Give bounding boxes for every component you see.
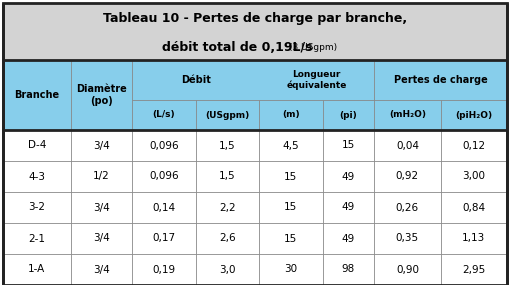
Text: 2,6: 2,6 xyxy=(219,233,235,243)
Text: 1,5: 1,5 xyxy=(219,172,235,182)
Text: 15: 15 xyxy=(284,203,297,213)
Text: 3/4: 3/4 xyxy=(93,233,109,243)
Bar xyxy=(3,3,506,60)
Text: 0,096: 0,096 xyxy=(149,141,179,150)
Text: 0,92: 0,92 xyxy=(395,172,418,182)
Text: (3 USgpm): (3 USgpm) xyxy=(289,43,336,52)
Text: (pi): (pi) xyxy=(339,111,357,119)
Text: 0,12: 0,12 xyxy=(461,141,485,150)
Text: 3-2: 3-2 xyxy=(28,203,45,213)
Text: 4-3: 4-3 xyxy=(28,172,45,182)
Text: 15: 15 xyxy=(284,233,297,243)
Text: 0,90: 0,90 xyxy=(395,264,418,274)
Bar xyxy=(3,223,506,254)
Text: Tableau 10 - Pertes de charge par branche,: Tableau 10 - Pertes de charge par branch… xyxy=(103,12,406,25)
Text: 3/4: 3/4 xyxy=(93,203,109,213)
Text: 49: 49 xyxy=(341,203,354,213)
Text: 30: 30 xyxy=(284,264,297,274)
Text: (USgpm): (USgpm) xyxy=(205,111,249,119)
Text: Longueur
équivalente: Longueur équivalente xyxy=(286,70,346,90)
Text: (L/s): (L/s) xyxy=(152,111,175,119)
Text: 2,95: 2,95 xyxy=(461,264,485,274)
Text: 15: 15 xyxy=(341,141,354,150)
Text: 1-A: 1-A xyxy=(28,264,45,274)
Text: 98: 98 xyxy=(341,264,354,274)
Text: 1,13: 1,13 xyxy=(461,233,485,243)
Text: 0,04: 0,04 xyxy=(395,141,418,150)
Text: 4,5: 4,5 xyxy=(282,141,299,150)
Text: D-4: D-4 xyxy=(27,141,46,150)
Text: 0,14: 0,14 xyxy=(152,203,175,213)
Bar xyxy=(3,192,506,223)
Text: 0,17: 0,17 xyxy=(152,233,175,243)
Text: Branche: Branche xyxy=(14,90,59,100)
Text: (piH₂O): (piH₂O) xyxy=(455,111,491,119)
Bar xyxy=(3,161,506,192)
Bar xyxy=(3,60,506,130)
Text: 0,19: 0,19 xyxy=(152,264,175,274)
Text: 0,26: 0,26 xyxy=(395,203,418,213)
Text: 2-1: 2-1 xyxy=(28,233,45,243)
Text: débit total de 0,19L/s: débit total de 0,19L/s xyxy=(161,41,312,54)
Text: (mH₂O): (mH₂O) xyxy=(388,111,425,119)
Text: 0,84: 0,84 xyxy=(461,203,485,213)
Text: 0,35: 0,35 xyxy=(395,233,418,243)
Text: Diamètre
(po): Diamètre (po) xyxy=(76,84,127,106)
Text: 0,096: 0,096 xyxy=(149,172,179,182)
Text: 3/4: 3/4 xyxy=(93,141,109,150)
Text: 3/4: 3/4 xyxy=(93,264,109,274)
Text: 2,2: 2,2 xyxy=(219,203,235,213)
Text: 15: 15 xyxy=(284,172,297,182)
Text: 49: 49 xyxy=(341,233,354,243)
Text: 1,5: 1,5 xyxy=(219,141,235,150)
Bar xyxy=(3,254,506,285)
Text: Débit: Débit xyxy=(180,75,210,85)
Text: 1/2: 1/2 xyxy=(93,172,109,182)
Bar xyxy=(3,130,506,161)
Text: 3,0: 3,0 xyxy=(219,264,235,274)
Text: 49: 49 xyxy=(341,172,354,182)
Text: 3,00: 3,00 xyxy=(461,172,485,182)
Text: Pertes de charge: Pertes de charge xyxy=(393,75,487,85)
Text: (m): (m) xyxy=(281,111,299,119)
